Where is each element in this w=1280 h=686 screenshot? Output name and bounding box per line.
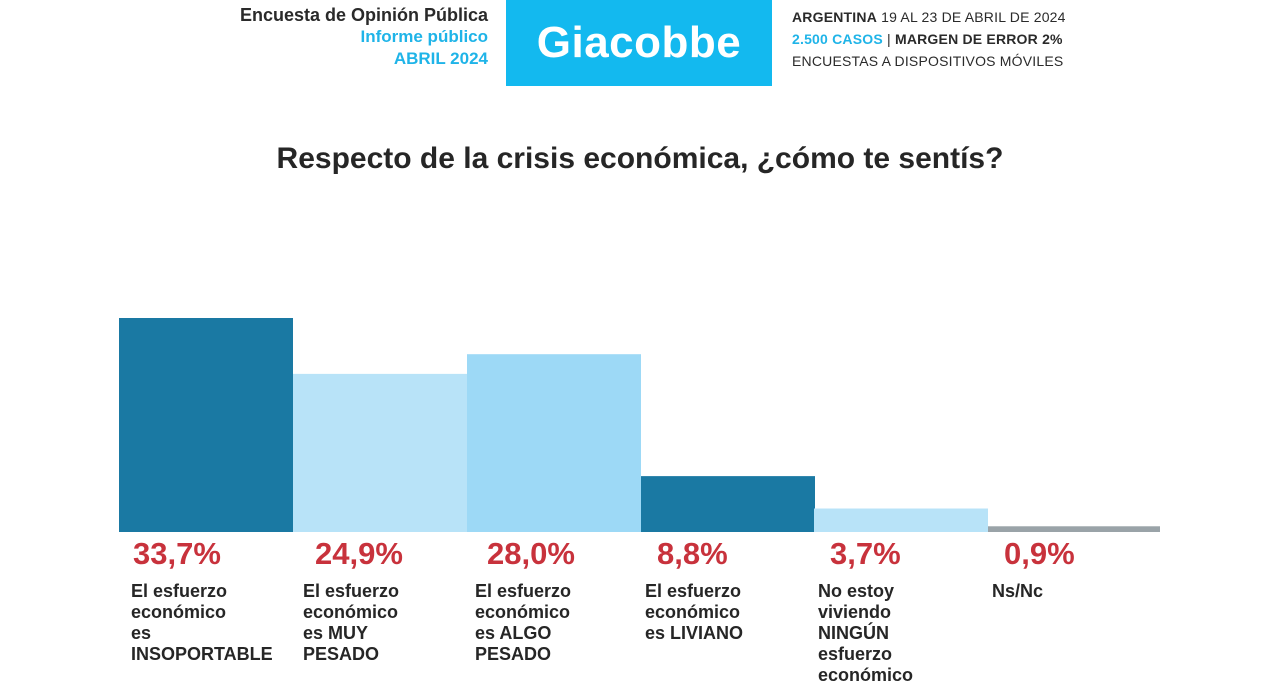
- brand-logo: Giacobbe: [506, 0, 772, 86]
- report-type: Informe público: [360, 27, 489, 46]
- value-label-1: 33,7%: [133, 536, 221, 571]
- category-label-2: El esfuerzo económico es MUY PESADO: [303, 581, 400, 664]
- bar-1: [119, 318, 293, 532]
- category-label-3: El esfuerzo económico es ALGO PESADO: [475, 581, 572, 664]
- country: ARGENTINA: [792, 9, 878, 25]
- sample-info: 2.500 CASOS | MARGEN DE ERROR 2%: [792, 28, 1066, 50]
- separator: |: [887, 31, 891, 47]
- chart-title: Respecto de la crisis económica, ¿cómo t…: [276, 142, 1004, 175]
- brand-name: Giacobbe: [536, 18, 742, 67]
- method: ENCUESTAS A DISPOSITIVOS MÓVILES: [792, 53, 1064, 69]
- survey-header-left: Encuesta de Opinión Pública Informe públ…: [240, 4, 488, 70]
- category-label-1: El esfuerzo económico es INSOPORTABLE: [131, 581, 273, 664]
- category-label-4: El esfuerzo económico es LIVIANO: [645, 581, 744, 643]
- field-dates: 19 AL 23 DE ABRIL DE 2024: [881, 9, 1066, 25]
- category-label-5: No estoy viviendo NINGÚN esfuerzo económ…: [818, 581, 914, 685]
- value-label-4: 8,8%: [657, 536, 728, 571]
- value-label-3: 28,0%: [487, 536, 575, 571]
- bar-5: [814, 508, 988, 532]
- value-label-5: 3,7%: [830, 536, 901, 571]
- category-label-6: Ns/Nc: [992, 581, 1044, 601]
- report-date: ABRIL 2024: [393, 49, 488, 68]
- bar-6: [988, 526, 1160, 532]
- value-label-6: 0,9%: [1004, 536, 1075, 571]
- cases: 2.500 CASOS: [792, 31, 883, 47]
- margin-value: 2%: [1042, 31, 1063, 47]
- bar-3: [467, 354, 641, 532]
- bar-4: [641, 476, 815, 532]
- survey-title: Encuesta de Opinión Pública: [239, 5, 488, 25]
- survey-header-right: ARGENTINA 19 AL 23 DE ABRIL DE 2024 2.50…: [792, 6, 1066, 72]
- field-info: ARGENTINA 19 AL 23 DE ABRIL DE 2024: [792, 6, 1066, 28]
- bar-2: [293, 373, 467, 532]
- value-label-2: 24,9%: [315, 536, 403, 571]
- margin-label: MARGEN DE ERROR: [894, 31, 1038, 47]
